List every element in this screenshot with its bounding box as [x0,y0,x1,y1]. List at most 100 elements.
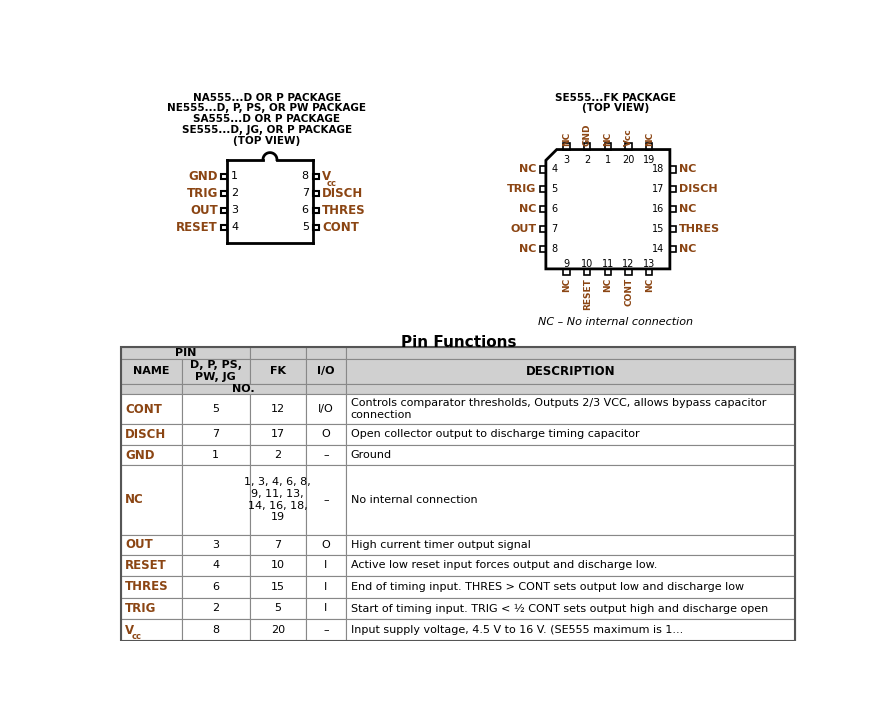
Text: 2: 2 [274,450,281,460]
Bar [346,534,795,554]
Text: cc: cc [326,179,336,188]
Text: 16: 16 [652,204,663,215]
Bar [121,384,181,395]
Text: –: – [323,625,328,635]
Text: D, P, PS,
PW, JG: D, P, PS, PW, JG [190,361,241,382]
Bar [346,554,795,576]
Bar [563,269,569,275]
Bar [539,206,545,212]
Text: 8: 8 [551,244,557,254]
Text: NA555...D OR P PACKAGE: NA555...D OR P PACKAGE [192,93,341,102]
Text: Vcc: Vcc [623,129,632,146]
Bar [305,423,346,445]
Text: PIN: PIN [174,348,196,358]
Bar [121,395,181,423]
Bar [181,423,249,445]
Bar [305,395,346,423]
Bar [181,359,249,384]
Text: Input supply voltage, 4.5 V to 16 V. (SE555 maximum is 1...: Input supply voltage, 4.5 V to 16 V. (SE… [350,625,682,635]
Text: SA555...D OR P PACKAGE: SA555...D OR P PACKAGE [193,114,340,124]
Text: End of timing input. THRES > CONT sets output low and discharge low: End of timing input. THRES > CONT sets o… [350,582,743,592]
Text: NC: NC [679,164,696,174]
Bar [539,226,545,232]
Bar [305,619,346,641]
Text: NC: NC [561,278,570,292]
Bar [346,598,795,619]
Bar [249,346,305,359]
Text: SE555...D, JG, OR P PACKAGE: SE555...D, JG, OR P PACKAGE [181,125,351,135]
Text: 2: 2 [231,189,238,199]
Bar [669,186,675,192]
Bar [645,269,652,275]
Text: 11: 11 [601,259,613,269]
Bar [121,554,181,576]
Text: 2: 2 [584,156,590,166]
Bar [181,445,249,465]
Bar [249,465,305,534]
Text: CONT: CONT [623,278,632,307]
Bar [181,534,249,554]
Bar [305,465,346,534]
Bar [346,576,795,598]
Text: THRES: THRES [322,204,365,217]
Text: CONT: CONT [125,402,162,415]
Text: 3: 3 [231,205,238,215]
Bar [346,384,795,395]
Text: 18: 18 [652,164,663,174]
Bar [221,174,226,179]
Text: V: V [125,624,134,636]
Bar [249,619,305,641]
Bar [121,619,181,641]
Text: NE555...D, P, PS, OR PW PACKAGE: NE555...D, P, PS, OR PW PACKAGE [167,104,366,113]
Bar [625,269,631,275]
Text: FK: FK [269,366,285,377]
Bar [305,384,346,395]
Text: THRES: THRES [125,580,168,593]
Text: OUT: OUT [510,224,536,234]
Bar [539,186,545,192]
Bar [121,423,181,445]
Bar [604,269,611,275]
Text: NC: NC [603,132,611,146]
Text: 20: 20 [270,625,284,635]
Bar [121,445,181,465]
Bar [181,395,249,423]
Bar [313,207,318,213]
Bar [249,554,305,576]
Text: NC: NC [679,204,696,215]
Text: V: V [322,170,331,183]
Bar [181,465,249,534]
Text: 9: 9 [563,259,569,269]
Bar [346,423,795,445]
Text: OUT: OUT [125,538,153,551]
Bar [181,384,305,395]
Text: 1: 1 [604,156,611,166]
Bar [121,346,249,359]
Bar [181,576,249,598]
Bar [313,174,318,179]
Text: –: – [323,495,328,505]
Bar [669,206,675,212]
Text: I: I [324,582,327,592]
Text: NC: NC [519,244,536,254]
Text: 6: 6 [551,204,557,215]
Text: 7: 7 [274,539,281,549]
Text: I/O: I/O [317,404,333,414]
Bar [249,534,305,554]
Text: 1, 3, 4, 6, 8,
9, 11, 13,
14, 16, 18,
19: 1, 3, 4, 6, 8, 9, 11, 13, 14, 16, 18, 19 [244,477,311,522]
Text: 3: 3 [563,156,569,166]
Text: TRIG: TRIG [187,187,218,200]
Text: I: I [324,603,327,613]
Bar [181,598,249,619]
Text: O: O [321,429,330,439]
Text: NO.: NO. [232,384,255,394]
Bar [645,143,652,150]
Text: NC: NC [603,278,611,292]
Text: RESET: RESET [582,278,591,310]
Text: 10: 10 [580,259,593,269]
Text: Active low reset input forces output and discharge low.: Active low reset input forces output and… [350,560,656,570]
Bar [305,598,346,619]
Text: High current timer output signal: High current timer output signal [350,539,530,549]
Text: NC: NC [679,244,696,254]
Text: Ground: Ground [350,450,392,460]
